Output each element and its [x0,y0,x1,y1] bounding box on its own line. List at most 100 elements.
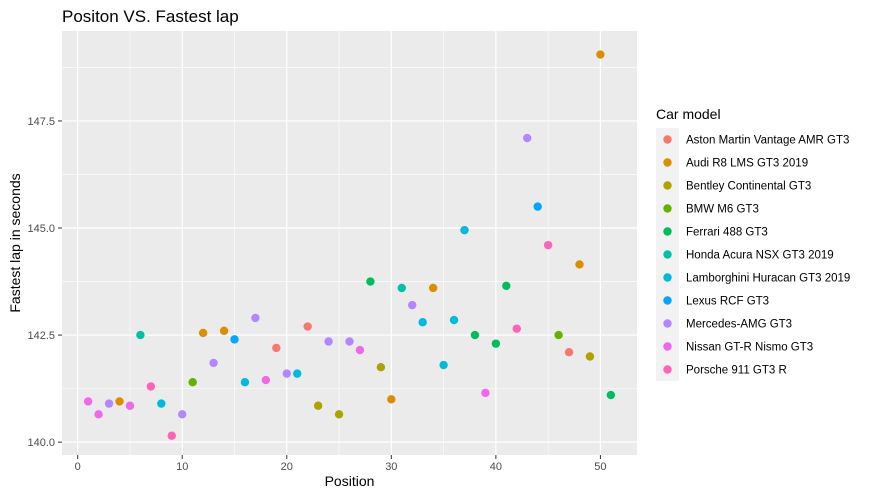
data-point [334,410,344,419]
legend-label: Mercedes-AMG GT3 [686,319,792,331]
legend-label: Honda Acura NSX GT3 2019 [686,250,834,262]
data-point [345,337,354,346]
data-point [115,397,124,406]
legend-item: Ferrari 488 GT3 [656,220,768,243]
data-point [408,300,417,310]
legend-key [663,250,672,259]
x-tick-label: 20 [281,461,293,473]
data-point [178,410,187,419]
data-point [167,431,176,440]
data-point [387,395,396,404]
data-point [564,348,574,357]
legend: Car model Aston Martin Vantage AMR GT3 Au… [656,106,850,381]
legend-item: BMW M6 GT3 [656,197,759,220]
legend-label: Lamborghini Huracan GT3 2019 [686,273,850,285]
y-axis-ticks: 140.0 142.5 145.0 147.5 [27,116,62,449]
data-point [146,382,156,391]
legend-item: Bentley Continental GT3 [656,174,811,197]
legend-label: Aston Martin Vantage AMR GT3 [686,135,849,147]
data-point [575,260,584,269]
legend-title: Car model [656,106,721,122]
legend-key [663,135,672,144]
legend-label: BMW M6 GT3 [686,204,759,216]
grid-major [62,31,637,455]
legend-item: Lamborghini Huracan GT3 2019 [656,266,850,289]
data-point [136,330,145,340]
y-tick-label: 145.0 [27,223,55,235]
data-point [293,369,302,378]
data-point [533,202,542,211]
data-point [543,240,553,250]
x-tick-label: 50 [594,461,606,473]
data-point [470,330,480,340]
data-point [324,337,333,346]
legend-key [663,319,672,328]
legend-item: Lexus RCF GT3 [656,289,769,312]
data-point [104,399,114,408]
data-point [523,133,532,143]
legend-item: Porsche 911 GT3 R [656,358,787,381]
data-point [355,345,365,355]
y-tick-label: 140.0 [27,437,55,449]
legend-label: Lexus RCF GT3 [686,296,769,308]
y-tick-label: 147.5 [27,116,55,128]
legend-key [663,181,672,190]
data-point [606,390,616,400]
data-point [251,313,260,323]
data-point [188,377,197,387]
chart-title: Positon VS. Fastest lap [62,7,239,26]
data-point [512,324,521,333]
data-point [449,315,459,325]
data-point [554,330,563,340]
data-point [230,335,239,344]
data-point [585,352,595,361]
legend-item: Mercedes-AMG GT3 [656,312,792,335]
data-point [219,326,229,335]
data-points [83,50,616,440]
legend-key [663,342,672,351]
x-tick-label: 10 [176,461,188,473]
legend-key [663,273,672,282]
legend-label: Porsche 911 GT3 R [686,365,787,377]
data-point [376,363,386,372]
y-axis-title: Fastest lap in seconds [7,173,23,312]
data-point [491,339,501,348]
data-point [439,360,448,370]
x-tick-label: 0 [75,461,81,473]
data-point [157,399,166,408]
legend-label: Bentley Continental GT3 [686,181,811,193]
data-point [125,401,135,410]
data-point [209,358,218,368]
legend-key [663,296,672,305]
data-point [502,281,511,291]
grid-minor [62,31,637,455]
legend-label: Nissan GT-R Nismo GT3 [686,342,813,354]
data-point [240,377,250,387]
data-point [282,369,291,378]
data-point [366,277,375,286]
plot-panel [62,31,637,455]
y-tick-label: 142.5 [27,330,55,342]
data-point [94,410,103,419]
legend-item: Nissan GT-R Nismo GT3 [656,335,813,358]
x-axis-ticks: 0 10 20 30 40 50 [75,455,607,473]
x-axis-title: Position [325,473,375,489]
legend-key [663,158,672,167]
data-point [83,397,93,406]
data-point [481,388,490,398]
legend-key [663,365,672,374]
legend-item: Audi R8 LMS GT3 2019 [656,151,808,174]
legend-key [663,227,672,236]
legend-label: Audi R8 LMS GT3 2019 [686,158,808,170]
data-point [272,343,281,353]
legend-label: Ferrari 488 GT3 [686,227,768,239]
data-point [596,50,605,59]
legend-item: Honda Acura NSX GT3 2019 [656,243,834,266]
data-point [460,225,469,235]
data-point [261,375,271,385]
legend-key [663,204,672,213]
x-tick-label: 40 [490,461,502,473]
data-point [397,283,406,293]
data-point [428,283,438,293]
